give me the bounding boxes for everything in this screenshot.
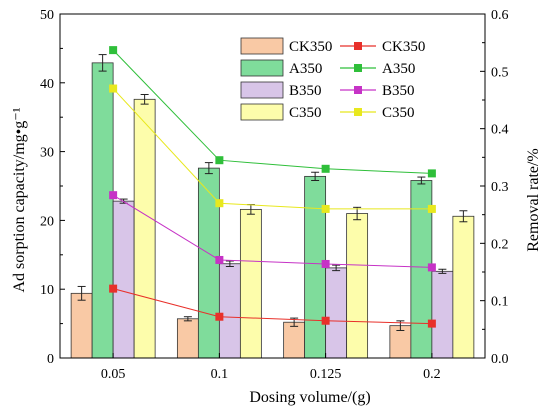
y-left-tick-label: 50 [40,8,54,23]
y-left-tick-label: 30 [40,146,54,161]
line-B350 [112,194,432,268]
point-CK350-0.125 [321,316,330,325]
point-CK350-0.2 [427,319,436,328]
legend-line-label-CK350: CK350 [382,39,425,55]
legend: CK350 A350 B350 C350 CK350 A350 B350 C350 [240,37,425,121]
legend-line-label-B350: B350 [382,83,415,99]
y-left-tick-label: 0 [47,352,54,367]
bar-CK350-0.05 [70,292,93,359]
x-axis-title: Dosing volume/(g) [249,389,370,406]
point-A350-0.2 [427,169,436,178]
y-left-tick-label: 10 [40,283,54,298]
point-CK350-0.05 [109,284,118,293]
y-right-tick-label: 0.5 [491,65,509,80]
point-C350-0.1 [215,199,224,208]
legend-swatch-B350 [240,81,284,99]
bar-CK350-0.1 [176,318,199,359]
axes: 0 10 20 30 40 50 0.0 0.1 0.2 0.3 0.4 0.5 0.6 0.05 0.1 0… [40,8,509,382]
line-C350 [112,88,432,210]
y-right-tick-label: 0.4 [491,123,509,138]
line-CK350 [112,288,432,325]
x-tick-label: 0.05 [101,367,126,382]
bars [70,54,475,359]
y-axis-right-title: Removal rate/% [525,148,542,252]
bar-B350-0.125 [325,267,348,359]
y-right-tick-label: 0.6 [491,8,509,23]
point-C350-0.05 [109,84,118,93]
point-A350-0.05 [109,46,118,55]
point-CK350-0.1 [215,312,224,321]
x-tick-label: 0.1 [211,367,229,382]
y-right-tick-label: 0.1 [491,295,509,310]
point-C350-0.2 [427,204,436,213]
bar-B350-0.05 [112,200,135,359]
legend-swatch-A350 [240,59,284,77]
legend-label-A350: A350 [289,61,322,77]
legend-marker-C350 [354,108,362,116]
point-C350-0.125 [321,204,330,213]
bar-B350-0.1 [218,263,241,359]
bar-C350-0.1 [239,208,262,359]
point-A350-0.1 [215,156,224,165]
y-right-tick-label: 0.0 [491,352,509,367]
legend-marker-A350 [354,64,362,72]
point-A350-0.125 [321,164,330,173]
point-B350-0.2 [427,263,436,272]
y-axis-left-title: Ad sorption capacity/mg•g⁻¹ [11,107,28,292]
legend-marker-B350 [354,86,362,94]
legend-marker-CK350 [354,42,362,50]
bar-C350-0.125 [346,213,369,359]
y-left-tick-label: 20 [40,214,54,229]
legend-line-label-A350: A350 [382,61,415,77]
lines [109,46,436,328]
bar-A350-0.05 [91,62,114,359]
point-B350-0.05 [109,191,118,200]
y-left-tick-label: 40 [40,77,54,92]
x-tick-label: 0.125 [310,367,342,382]
point-B350-0.125 [321,259,330,268]
legend-swatch-CK350 [240,37,284,55]
line-A350 [112,49,432,174]
bar-C350-0.2 [452,215,475,359]
y-right-tick-label: 0.2 [491,237,509,252]
legend-label-B350: B350 [289,83,322,99]
point-B350-0.1 [215,255,224,264]
x-tick-label: 0.2 [423,367,441,382]
legend-label-C350: C350 [289,105,322,121]
legend-line-label-C350: C350 [382,105,415,121]
legend-swatch-C350 [240,103,284,121]
bar-B350-0.2 [431,270,454,359]
legend-label-CK350: CK350 [289,39,332,55]
bar-CK350-0.125 [283,321,306,359]
y-right-tick-label: 0.3 [491,180,509,195]
bar-C350-0.05 [133,98,156,359]
